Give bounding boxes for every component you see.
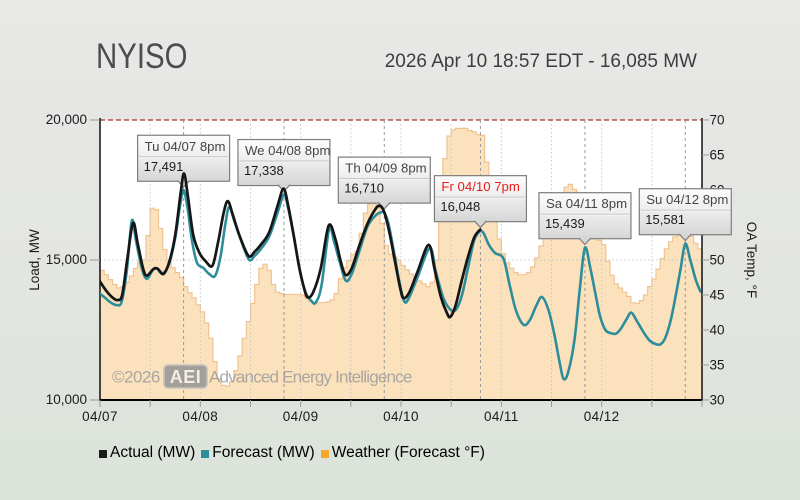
y-right-axis-title: OA Temp, °F xyxy=(744,222,759,298)
legend-label: Weather (Forecast °F) xyxy=(331,444,485,461)
x-tick-label: 04/07 xyxy=(82,409,118,424)
callout-pointer xyxy=(473,220,487,229)
callout-value: 15,581 xyxy=(645,212,685,227)
callout-th: Th 04/09 8pm 16,710 xyxy=(337,156,431,210)
x-tick-label: 04/09 xyxy=(283,409,319,424)
y-right-tick-label: 65 xyxy=(710,148,725,163)
callout-title: Su 04/12 8pm xyxy=(646,192,728,207)
legend-swatch-actual xyxy=(99,449,107,458)
legend-label: Actual (MW) xyxy=(110,444,196,461)
axes: 10,00015,00020,00030354045505560657004/0… xyxy=(27,112,759,424)
y-right-tick-label: 35 xyxy=(710,358,725,373)
x-tick-label: 04/08 xyxy=(182,409,218,424)
load-forecast-chart: ©2026 AEI Advanced Energy Intelligence 10,0… xyxy=(27,112,759,424)
y-right-tick-label: 40 xyxy=(710,323,725,338)
callout-value: 16,710 xyxy=(344,181,384,196)
legend-swatch-weather xyxy=(320,449,329,458)
actual-series-line xyxy=(100,172,482,319)
y-right-tick-label: 45 xyxy=(710,288,725,303)
watermark-name: Advanced Energy Intelligence xyxy=(209,368,412,387)
legend-label: Forecast (MW) xyxy=(212,444,315,461)
callout-value: 17,338 xyxy=(244,163,284,178)
callout-pointer xyxy=(678,233,692,242)
callout-value: 17,491 xyxy=(144,159,184,174)
y-left-axis-title: Load, MW xyxy=(27,229,42,291)
callout-title: Fr 04/10 7pm xyxy=(441,179,519,194)
callout-value: 16,048 xyxy=(440,199,480,214)
callout-we: We 04/08 8pm 17,338 xyxy=(237,138,331,193)
callout-su: Su 04/12 8pm 15,581 xyxy=(638,188,732,242)
legend-item-actual[interactable]: Actual (MW) xyxy=(99,444,195,462)
callout-title: Sa 04/11 8pm xyxy=(546,196,627,211)
watermark-badge-background xyxy=(163,364,208,389)
x-tick-label: 04/10 xyxy=(383,409,419,424)
x-tick-label: 04/12 xyxy=(584,409,620,424)
legend-item-weather[interactable]: Weather (Forecast °F) xyxy=(320,444,485,462)
callout-title: We 04/08 8pm xyxy=(245,143,331,158)
legend-swatch-forecast xyxy=(201,449,210,458)
callout-sa: Sa 04/11 8pm 15,439 xyxy=(538,192,632,246)
watermark: ©2026 AEI Advanced Energy Intelligence xyxy=(112,364,413,389)
callout-title: Th 04/09 8pm xyxy=(345,161,426,176)
y-right-tick-label: 70 xyxy=(710,113,725,128)
y-right-tick-label: 30 xyxy=(710,393,725,408)
callout-pointer xyxy=(578,237,592,246)
y-left-tick-label: 15,000 xyxy=(46,252,87,267)
legend-item-forecast[interactable]: Forecast (MW) xyxy=(201,444,315,462)
x-tick-label: 04/11 xyxy=(484,409,519,424)
current-datetime-load: 2026 Apr 10 18:57 EDT - 16,085 MW xyxy=(384,51,697,72)
page-title: NYISO xyxy=(95,36,187,76)
watermark-badge: AEI xyxy=(170,367,202,387)
y-right-tick-label: 50 xyxy=(710,253,725,268)
y-left-tick-label: 10,000 xyxy=(46,392,87,407)
callout-value: 15,439 xyxy=(545,216,585,231)
callout-fr: Fr 04/10 7pm 16,048 xyxy=(433,175,528,229)
y-left-tick-label: 20,000 xyxy=(46,112,87,127)
callout-title: Tu 04/07 8pm xyxy=(145,139,226,154)
watermark-copyright: ©2026 xyxy=(112,368,160,387)
weather-forecast-outline xyxy=(100,127,702,387)
chart-legend: Actual (MW) Forecast (MW) Weather (Forecas… xyxy=(99,443,491,463)
